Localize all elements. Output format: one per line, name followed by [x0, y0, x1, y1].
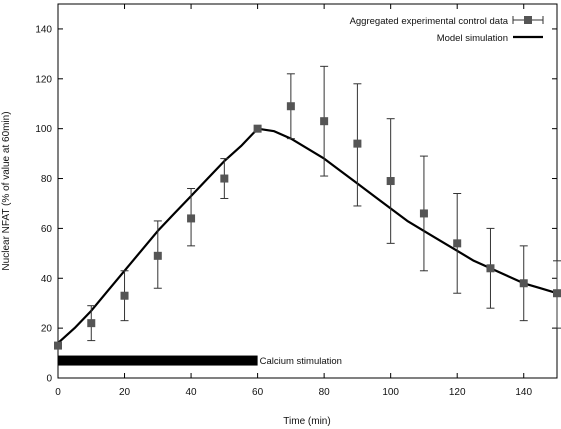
plot-area-border	[57, 3, 558, 379]
x-tick-label: 140	[515, 387, 532, 398]
legend-label-model: Model simulation	[437, 33, 508, 44]
x-tick-label: 60	[252, 387, 264, 398]
data-point-marker	[286, 102, 295, 111]
x-axis-label: Time (min)	[283, 416, 330, 427]
y-tick-label: 100	[35, 124, 52, 135]
y-tick-label: 60	[41, 224, 53, 235]
data-point-marker	[386, 177, 395, 186]
x-tick-label: 40	[186, 387, 198, 398]
legend-marker-experimental	[524, 16, 532, 24]
annotations: Calcium stimulation	[58, 355, 342, 367]
x-tick-label: 0	[55, 387, 61, 398]
x-tick-label: 80	[319, 387, 331, 398]
data-point-marker	[253, 124, 262, 133]
data-point-marker	[153, 251, 162, 260]
legend-label-experimental: Aggregated experimental control data	[350, 16, 509, 27]
data-point-marker	[187, 214, 196, 223]
data-point-marker	[419, 209, 428, 218]
x-tick-label: 20	[119, 387, 131, 398]
plot-frame	[57, 3, 558, 379]
x-tick-label: 120	[449, 387, 466, 398]
series-layer	[54, 65, 561, 350]
y-tick-label: 0	[46, 374, 52, 385]
data-point-marker	[353, 139, 362, 148]
calcium-stimulation-bar	[58, 355, 258, 366]
calcium-stimulation-label: Calcium stimulation	[260, 356, 342, 367]
data-point-marker	[320, 117, 329, 126]
model-simulation-line	[57, 127, 558, 344]
x-axis: 0 20 40 60 80 100 120 140	[55, 4, 533, 398]
y-tick-label: 20	[41, 324, 53, 335]
data-point-marker	[453, 239, 462, 248]
x-tick-label: 100	[382, 387, 399, 398]
data-point-marker	[54, 341, 62, 350]
y-tick-label: 40	[41, 274, 53, 285]
y-tick-label: 140	[35, 24, 52, 35]
data-point-marker	[220, 174, 229, 183]
y-tick-label: 80	[41, 174, 53, 185]
data-point-marker	[519, 279, 528, 288]
legend: Aggregated experimental control data Mode…	[350, 16, 544, 44]
data-point-marker	[486, 264, 495, 273]
data-point-marker	[120, 291, 129, 300]
y-axis: 0 20 40 60 80 100 120 140	[35, 24, 557, 385]
y-axis-label: Nuclear NFAT (% of value at 60min)	[1, 111, 12, 270]
data-point-marker	[87, 319, 96, 328]
y-tick-label: 120	[35, 74, 52, 85]
data-point-marker	[553, 289, 561, 298]
